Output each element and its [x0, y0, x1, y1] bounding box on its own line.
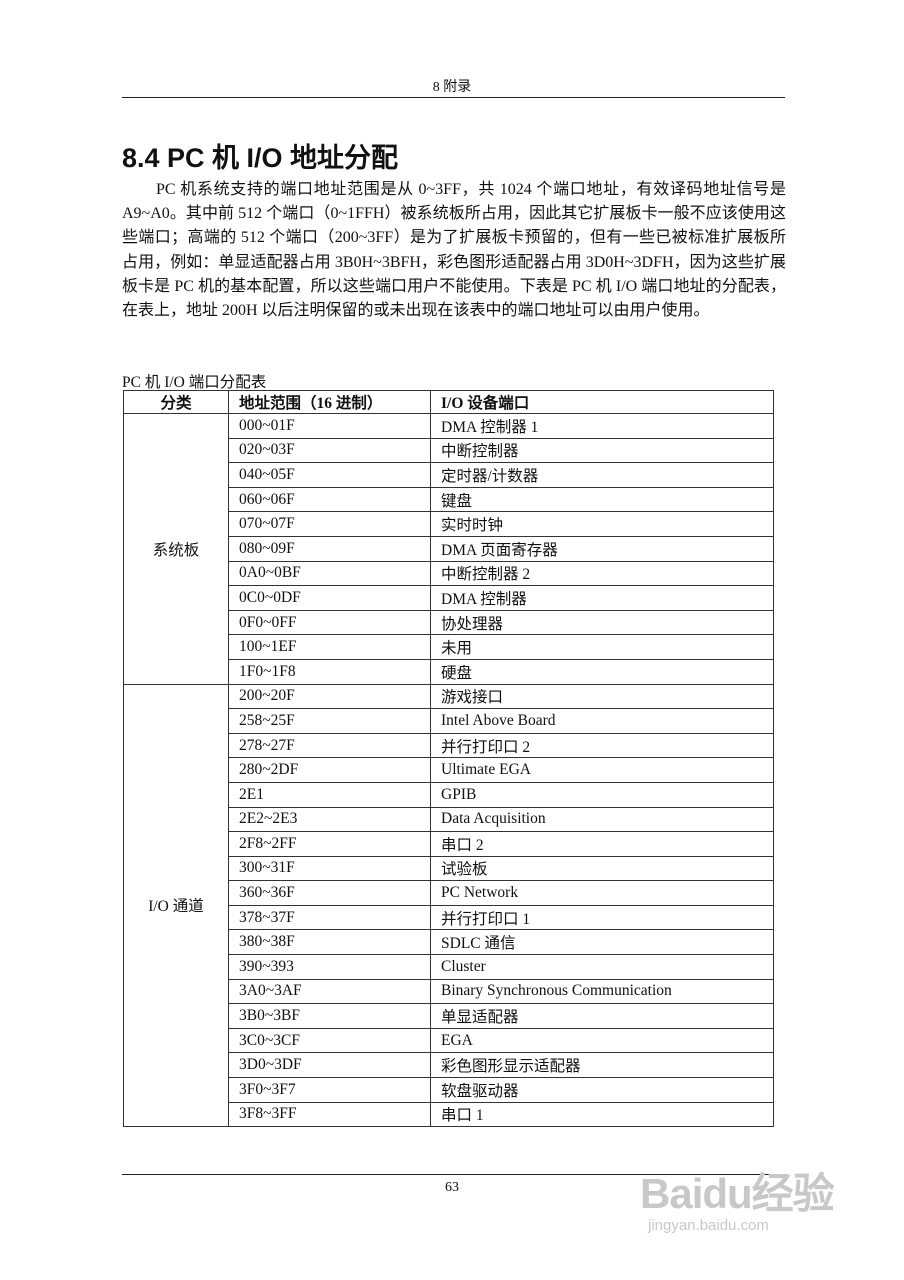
device-port-cell: Cluster — [430, 954, 774, 980]
device-port-cell: SDLC 通信 — [430, 929, 774, 956]
header-category: 分类 — [123, 390, 229, 414]
body-paragraph: PC 机系统支持的端口地址范围是从 0~3FF，共 1024 个端口地址，有效译… — [122, 181, 786, 320]
table-row: 3B0~3BF 单显适配器 — [124, 1003, 774, 1029]
address-range-cell: 070~07F — [228, 511, 431, 537]
address-range-cell: 3F0~3F7 — [228, 1077, 431, 1103]
device-port-cell: 软盘驱动器 — [430, 1077, 774, 1103]
table-caption: PC 机 I/O 端口分配表 — [122, 374, 267, 391]
device-port-cell: 并行打印口 1 — [430, 904, 774, 931]
device-port-cell: 键盘 — [430, 486, 774, 513]
address-range-cell: 2E1 — [228, 781, 431, 808]
address-range-cell: 040~05F — [228, 462, 431, 488]
table-row: 3F0~3F7 软盘驱动器 — [124, 1077, 774, 1103]
device-port-cell: 中断控制器 — [430, 437, 774, 464]
table-row: 2F8~2FF 串口 2 — [124, 831, 774, 857]
device-port-cell: 串口 1 — [430, 1101, 774, 1128]
device-port-cell: 单显适配器 — [430, 1003, 774, 1029]
table-row: 380~38F SDLC 通信 — [124, 929, 774, 956]
device-port-cell: DMA 控制器 — [430, 585, 774, 611]
address-range-cell: 0C0~0DF — [228, 585, 431, 611]
table-row: 3C0~3CF EGA — [124, 1027, 774, 1054]
header-rule — [122, 97, 785, 98]
address-range-cell: 3D0~3DF — [228, 1052, 431, 1079]
address-range-cell: 280~2DF — [228, 757, 431, 783]
device-port-cell: 并行打印口 2 — [430, 732, 774, 759]
table-row: 070~07F 实时时钟 — [124, 511, 774, 537]
device-port-cell: EGA — [430, 1027, 774, 1054]
section-title: 8.4 PC 机 I/O 地址分配 — [122, 143, 399, 173]
address-range-cell: 3F8~3FF — [228, 1101, 431, 1128]
category-cell: I/O 通道 — [123, 683, 229, 1128]
watermark-brand: Baidu经验 — [640, 1170, 835, 1217]
address-range-cell: 100~1EF — [228, 634, 431, 660]
address-range-cell: 2F8~2FF — [228, 831, 431, 857]
device-port-cell: 未用 — [430, 634, 774, 660]
watermark-url: jingyan.baidu.com — [648, 1217, 769, 1234]
address-range-cell: 378~37F — [228, 904, 431, 931]
table-row: 0A0~0BF 中断控制器 2 — [124, 560, 774, 587]
table-row: 020~03F 中断控制器 — [124, 437, 774, 464]
device-port-cell: 协处理器 — [430, 609, 774, 636]
table-row: 040~05F 定时器/计数器 — [124, 462, 774, 488]
table-row: 2E2~2E3 Data Acquisition — [124, 806, 774, 833]
address-range-cell: 0A0~0BF — [228, 560, 431, 587]
table-row: 系统板 000~01F DMA 控制器 1 — [123, 413, 774, 685]
address-range-cell: 000~01F — [228, 413, 431, 439]
device-port-cell: Binary Synchronous Communication — [430, 978, 774, 1005]
table-row: 0F0~0FF 协处理器 — [124, 609, 774, 636]
footer-rule — [122, 1174, 785, 1175]
table-row: 280~2DF Ultimate EGA — [124, 757, 774, 783]
device-port-cell: Data Acquisition — [430, 806, 774, 833]
address-range-cell: 380~38F — [228, 929, 431, 956]
table-row: 3A0~3AF Binary Synchronous Communication — [124, 978, 774, 1005]
address-range-cell: 0F0~0FF — [228, 609, 431, 636]
header-address-range: 地址范围（16 进制） — [228, 390, 431, 414]
device-port-cell: 硬盘 — [430, 658, 774, 685]
table-row: 3D0~3DF 彩色图形显示适配器 — [124, 1052, 774, 1079]
device-port-cell: DMA 控制器 1 — [430, 413, 774, 439]
baidu-watermark: Baidu经验 jingyan.baidu.com — [640, 1160, 835, 1234]
address-range-cell: 278~27F — [228, 732, 431, 759]
io-port-table: 分类 地址范围（16 进制） I/O 设备端口 系统板 000~01F DMA 控制… — [123, 390, 774, 1128]
table-row: 278~27F 并行打印口 2 — [124, 732, 774, 759]
device-port-cell: Ultimate EGA — [430, 757, 774, 783]
table-row: 2E1 GPIB — [124, 781, 774, 808]
device-port-cell: 定时器/计数器 — [430, 462, 774, 488]
address-range-cell: 020~03F — [228, 437, 431, 464]
device-port-cell: 串口 2 — [430, 831, 774, 857]
running-header: 8 附录 — [432, 80, 472, 95]
address-range-cell: 360~36F — [228, 880, 431, 906]
device-port-cell: 试验板 — [430, 855, 774, 882]
table-row: I/O 通道 200~20F 游戏接口 — [123, 683, 774, 1128]
page-number: 63 — [445, 1180, 459, 1195]
device-port-cell: 中断控制器 2 — [430, 560, 774, 587]
device-port-cell: DMA 页面寄存器 — [430, 535, 774, 562]
address-range-cell: 3C0~3CF — [228, 1027, 431, 1054]
address-range-cell: 060~06F — [228, 486, 431, 513]
header-device-port: I/O 设备端口 — [430, 390, 774, 414]
address-range-cell: 1F0~1F8 — [228, 658, 431, 685]
table-row: 3F8~3FF 串口 1 — [124, 1101, 774, 1128]
device-port-cell: Intel Above Board — [430, 708, 774, 734]
table-row: 0C0~0DF DMA 控制器 — [124, 585, 774, 611]
address-range-cell: 3A0~3AF — [228, 978, 431, 1005]
device-port-cell: GPIB — [430, 781, 774, 808]
address-range-cell: 300~31F — [228, 855, 431, 882]
device-port-cell: PC Network — [430, 880, 774, 906]
address-range-cell: 2E2~2E3 — [228, 806, 431, 833]
address-range-cell: 3B0~3BF — [228, 1003, 431, 1029]
address-range-cell: 258~25F — [228, 708, 431, 734]
address-range-cell: 390~393 — [228, 954, 431, 980]
table-row: 1F0~1F8 硬盘 — [124, 658, 774, 685]
table-row: 060~06F 键盘 — [124, 486, 774, 513]
category-cell: 系统板 — [123, 413, 229, 685]
table-header-row: 分类 地址范围（16 进制） I/O 设备端口 — [123, 390, 774, 414]
device-port-cell: 实时时钟 — [430, 511, 774, 537]
table-row: 080~09F DMA 页面寄存器 — [124, 535, 774, 562]
address-range-cell: 200~20F — [228, 683, 431, 710]
device-port-cell: 彩色图形显示适配器 — [430, 1052, 774, 1079]
address-range-cell: 080~09F — [228, 535, 431, 562]
device-port-cell: 游戏接口 — [430, 683, 774, 710]
